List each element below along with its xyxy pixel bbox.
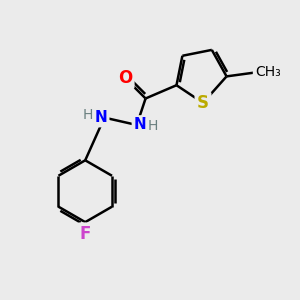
Text: N: N (94, 110, 107, 125)
Text: S: S (197, 94, 209, 112)
Text: CH₃: CH₃ (255, 65, 281, 79)
Text: H: H (148, 119, 158, 134)
Text: H: H (83, 108, 93, 122)
Text: N: N (134, 118, 147, 133)
Text: F: F (80, 225, 91, 243)
Text: O: O (118, 69, 132, 87)
